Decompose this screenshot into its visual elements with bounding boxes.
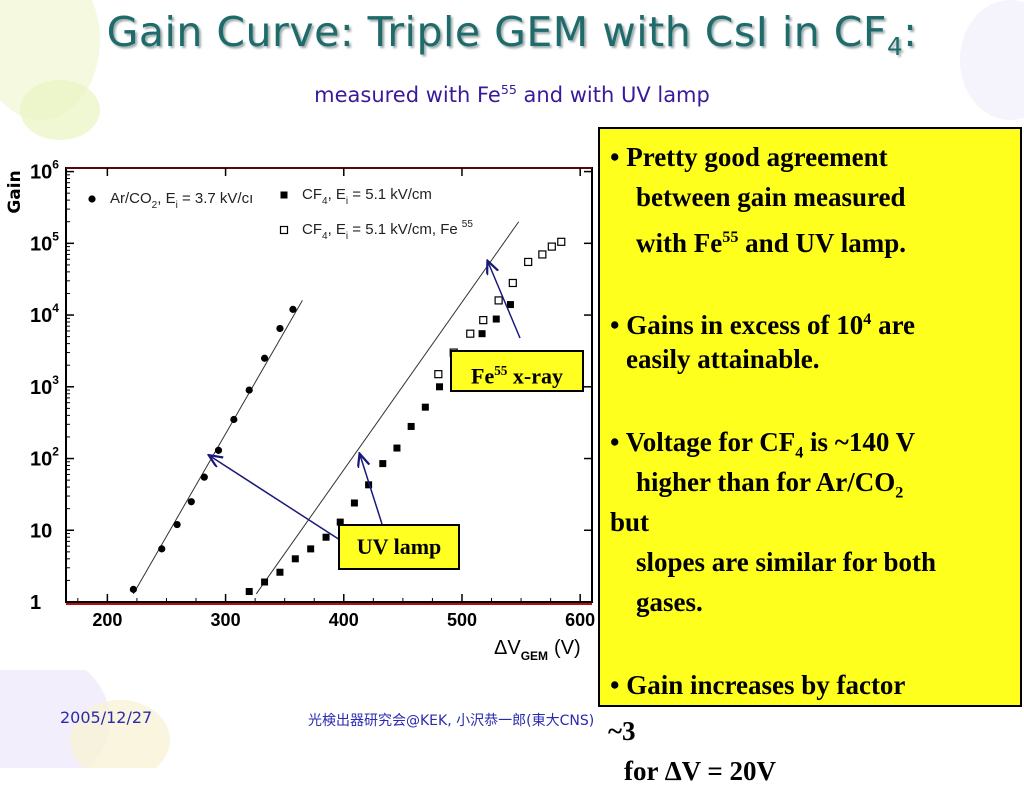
background-decoration — [0, 0, 1024, 768]
data-point — [365, 481, 373, 489]
callout-arrow — [210, 456, 341, 541]
x-tick-label: 600 — [565, 610, 595, 630]
legend-entry: CF4, Ei = 5.1 kV/cm — [302, 186, 432, 207]
y-tick-label: 104 — [30, 301, 59, 327]
legend-marker — [279, 225, 289, 235]
data-point — [187, 498, 195, 506]
note-bullet-1-line-3: with Fe55 and UV lamp. — [636, 228, 906, 258]
legend-entry: CF4, Ei = 5.1 kV/cm, Fe 55 — [302, 219, 473, 242]
legend-marker — [280, 191, 288, 199]
x-tick-label: 400 — [329, 610, 359, 630]
note-bullet-4-line-1: • Gain increases by factor — [610, 670, 906, 700]
data-point — [245, 386, 253, 394]
note-bullet-3-line-4: slopes are similar for both — [636, 547, 937, 577]
page-subtitle: measured with Fe55 and with UV lamp — [314, 82, 710, 107]
x-axis-label: ΔVGEM (V) — [494, 637, 581, 663]
x-tick-label: 300 — [211, 610, 241, 630]
data-point — [434, 370, 443, 379]
data-point — [307, 545, 315, 553]
data-point — [407, 422, 415, 430]
page-title: Gain Curve: Triple GEM with CsI in CF4: — [106, 8, 918, 62]
x-tick-label: 500 — [447, 610, 477, 630]
data-point — [421, 403, 429, 411]
data-point — [173, 520, 181, 529]
note-bullet-3-line-2: higher than for Ar/CO2 — [636, 467, 904, 502]
data-point — [547, 242, 556, 251]
data-point — [245, 588, 253, 596]
note-bullet-3-line-1: • Voltage for CF4 is ~140 V — [610, 427, 916, 462]
footer-center-text: 光検出器研究会@KEK, 小沢恭一郎(東大CNS) — [308, 713, 595, 729]
x-tick-label: 200 — [92, 610, 122, 630]
legend-marker — [88, 195, 96, 203]
note-bullet-3-line-3: but — [610, 507, 650, 537]
uv-lamp-callout: UV lamp — [338, 524, 460, 570]
data-point — [336, 518, 344, 526]
data-point — [524, 257, 533, 267]
data-point — [436, 383, 444, 391]
data-point — [158, 545, 166, 553]
note-bullet-2-line-1: • Gains in excess of 104 are — [610, 310, 916, 340]
chart-background — [0, 140, 600, 670]
footer-date: 2005/12/27 — [60, 708, 153, 727]
data-point — [322, 533, 330, 541]
note-bullet-2-line-2: easily attainable. — [626, 344, 820, 374]
data-point — [466, 329, 475, 338]
note-bullet-4-line-3: for ΔV = 20V — [624, 756, 777, 786]
y-tick-label: 102 — [30, 445, 59, 471]
callout-arrow — [360, 455, 383, 525]
data-point — [506, 301, 514, 309]
data-point — [393, 444, 401, 452]
note-bullet-1-line-1: • Pretty good agreement — [610, 142, 888, 172]
data-point — [478, 330, 486, 338]
notes-box: • Pretty good agreement between gain mea… — [598, 127, 1022, 707]
fit-line — [255, 221, 520, 595]
fe55-xray-callout: Fe55 x-ray — [450, 350, 584, 392]
data-point — [200, 473, 208, 481]
data-point — [276, 568, 284, 576]
y-axis-label: Gain — [5, 170, 25, 213]
y-tick-label: 105 — [30, 229, 59, 255]
y-tick-label: 1 — [30, 592, 41, 614]
data-point — [214, 446, 223, 454]
data-point — [260, 354, 269, 362]
note-bullet-1-line-2: between gain measured — [636, 182, 906, 212]
data-point — [276, 324, 284, 333]
y-tick-label: 10 — [30, 520, 52, 542]
data-point — [538, 250, 547, 259]
note-bullet-4-line-2: ~3 — [608, 716, 636, 746]
legend-entry: Ar/CO2, Ei = 3.7 kV/cı — [110, 190, 253, 211]
data-point — [261, 578, 269, 586]
data-point — [557, 237, 566, 246]
data-point — [350, 499, 358, 507]
y-tick-label: 106 — [30, 158, 59, 184]
data-point — [291, 555, 299, 563]
data-point — [492, 315, 500, 323]
data-point — [479, 316, 488, 325]
y-tick-label: 103 — [30, 373, 59, 399]
data-point — [289, 305, 297, 313]
data-point — [494, 296, 503, 305]
data-point — [379, 460, 387, 468]
callout-arrow — [488, 262, 521, 339]
data-point — [508, 278, 517, 288]
note-bullet-3-line-5: gases. — [636, 587, 703, 617]
data-point — [129, 585, 137, 593]
data-point — [230, 415, 238, 424]
